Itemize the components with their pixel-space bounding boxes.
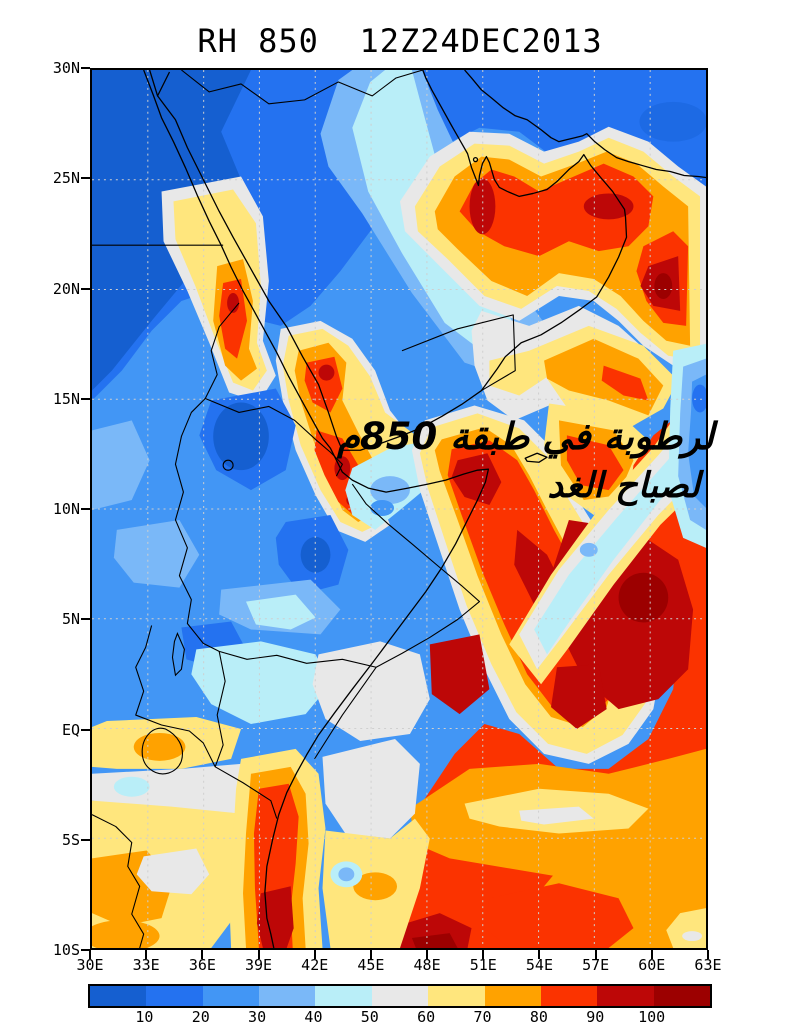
lat-tick-label: 10N	[52, 500, 80, 518]
lon-tick-mark	[145, 950, 148, 959]
lon-tick-mark	[594, 950, 597, 959]
colorbar	[88, 984, 712, 1008]
lat-tick-label: 5S	[61, 830, 80, 849]
lat-tick-label: 10S	[52, 941, 80, 959]
map-frame	[90, 68, 708, 950]
contour-map-canvas	[92, 70, 706, 948]
colorbar-label: 40	[304, 1008, 323, 1024]
contour-fills	[92, 70, 706, 948]
lon-tick-label: 36E	[188, 956, 216, 974]
lat-tick-mark	[81, 949, 90, 951]
colorbar-cell	[315, 986, 372, 1006]
colorbar-cell	[597, 986, 654, 1006]
lon-tick-label: 45E	[357, 956, 385, 974]
lat-tick-label: 30N	[52, 59, 80, 77]
coastlines	[143, 70, 706, 948]
chart-title: RH 850 12Z24DEC2013	[197, 22, 603, 60]
lon-tick-label: 48E	[413, 956, 441, 974]
colorbar-cell	[540, 986, 598, 1006]
overlay-text-line2: لصباح الغد	[547, 466, 700, 506]
colorbar-cell	[146, 986, 203, 1006]
overlay-text-line1: لرطوبة في طبقة 850م	[337, 415, 714, 458]
lat-tick-mark	[81, 67, 90, 69]
lat-tick-label: 15N	[52, 389, 80, 408]
lon-tick-label: 63E	[694, 956, 722, 974]
colorbar-label: 30	[248, 1008, 267, 1024]
colorbar-cell	[484, 986, 541, 1006]
lon-tick-label: 60E	[638, 956, 666, 974]
lon-tick-label: 57E	[582, 956, 610, 974]
colorbar-cell	[371, 986, 429, 1006]
colorbar-cell	[428, 986, 485, 1006]
lon-tick-label: 54E	[525, 956, 553, 974]
lat-tick-label: 20N	[52, 279, 80, 298]
lon-tick-mark	[706, 950, 709, 959]
lon-tick-mark	[426, 950, 429, 959]
lon-tick-mark	[89, 950, 91, 959]
lon-tick-mark	[538, 950, 541, 959]
colorbar-label: 90	[586, 1008, 605, 1024]
lat-tick-mark	[81, 618, 90, 621]
lon-tick-label: 42E	[301, 956, 329, 974]
colorbar-label: 100	[638, 1008, 666, 1024]
lon-tick-mark	[257, 950, 260, 959]
lat-tick-mark	[81, 177, 90, 180]
lon-tick-mark	[313, 950, 316, 959]
lon-tick-mark	[482, 950, 485, 959]
colorbar-label: 60	[417, 1008, 436, 1024]
colorbar-label: 50	[360, 1008, 379, 1024]
lon-tick-label: 30E	[76, 956, 104, 974]
colorbar-cell	[259, 986, 316, 1006]
colorbar-label: 20	[191, 1008, 210, 1024]
lon-tick-label: 33E	[132, 956, 160, 974]
lon-tick-label: 51E	[469, 956, 497, 974]
colorbar-cell	[90, 986, 147, 1006]
lat-tick-mark	[81, 728, 90, 731]
colorbar-label: 80	[529, 1008, 548, 1024]
lat-tick-label: 5N	[61, 610, 80, 629]
colorbar-label: 10	[135, 1008, 154, 1024]
lon-tick-mark	[650, 950, 653, 959]
graticule-gridlines	[92, 70, 706, 948]
lon-tick-label: 39E	[244, 956, 273, 974]
colorbar-label: 70	[473, 1008, 492, 1024]
colorbar-cell	[653, 986, 710, 1006]
lon-tick-mark	[201, 950, 204, 959]
lat-tick-mark	[81, 397, 90, 400]
lat-tick-label: 25N	[52, 169, 80, 188]
lat-tick-mark	[81, 508, 90, 510]
lakes	[141, 459, 234, 775]
lat-tick-mark	[81, 838, 90, 841]
lat-tick-mark	[81, 287, 90, 290]
lon-tick-mark	[369, 950, 372, 959]
lat-tick-label: EQ	[61, 720, 80, 739]
colorbar-cell	[202, 986, 260, 1006]
country-borders	[92, 70, 516, 948]
